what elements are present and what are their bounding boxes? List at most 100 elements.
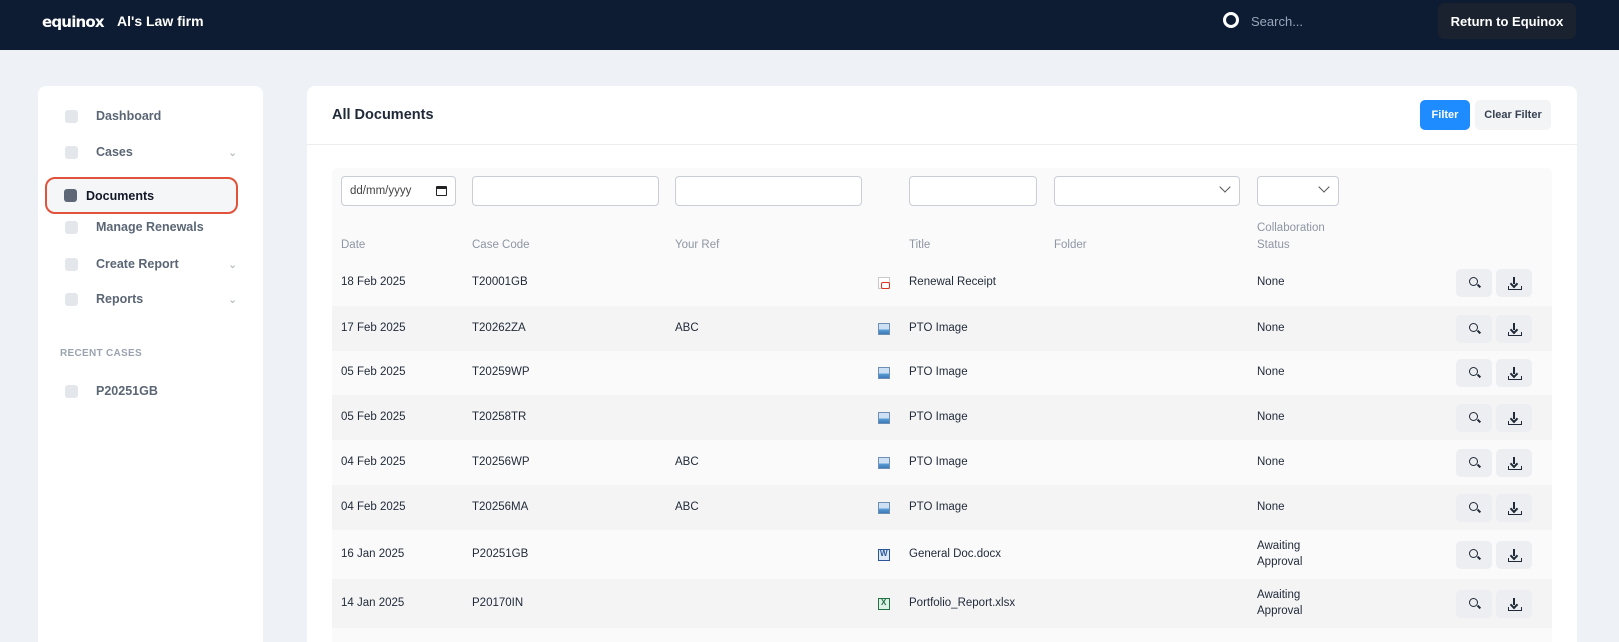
- view-button[interactable]: [1456, 494, 1492, 522]
- table-row[interactable]: 16 Jan 2025 P20251GB General Doc.docx Await…: [332, 530, 1552, 579]
- download-button[interactable]: [1496, 494, 1532, 522]
- magnifier-icon: [1469, 367, 1478, 376]
- date-placeholder: dd/mm/yyyy: [350, 185, 412, 197]
- case-file-icon: [65, 384, 78, 398]
- download-button[interactable]: [1496, 269, 1532, 297]
- status-cell: None: [1257, 501, 1285, 513]
- title-filter-input[interactable]: [909, 176, 1037, 206]
- image-file-icon: [878, 367, 890, 379]
- title-cell[interactable]: Renewal Receipt: [909, 276, 996, 288]
- column-header-title: Title: [909, 239, 931, 251]
- case-code-cell[interactable]: T20001GB: [472, 276, 528, 288]
- view-button[interactable]: [1456, 269, 1492, 297]
- column-header-folder: Folder: [1054, 239, 1087, 251]
- download-icon: [1508, 457, 1522, 470]
- your-ref-cell: ABC: [675, 456, 699, 468]
- table-row[interactable]: 04 Feb 2025 T20256MA ABC PTO Image None: [332, 485, 1552, 530]
- date-cell: 05 Feb 2025: [341, 411, 406, 423]
- title-cell[interactable]: PTO Image: [909, 366, 968, 378]
- chevron-down-icon[interactable]: ⌄: [228, 293, 238, 306]
- word-file-icon: [878, 549, 890, 561]
- date-filter-input[interactable]: dd/mm/yyyy: [341, 176, 456, 206]
- title-cell[interactable]: Portfolio_Report.xlsx: [909, 597, 1016, 609]
- sidebar-item-cases[interactable]: Cases ⌄: [46, 136, 238, 168]
- download-button[interactable]: [1496, 404, 1532, 432]
- cases-icon: [65, 145, 78, 159]
- return-to-equinox-button[interactable]: Return to Equinox: [1438, 3, 1576, 39]
- column-header-status: Status: [1257, 239, 1290, 251]
- case-code-cell[interactable]: T20256WP: [472, 456, 530, 468]
- magnifier-icon: [1469, 457, 1478, 466]
- download-button[interactable]: [1496, 315, 1532, 343]
- title-cell[interactable]: PTO Image: [909, 456, 968, 468]
- title-cell[interactable]: PTO Image: [909, 501, 968, 513]
- date-cell: 14 Jan 2025: [341, 597, 405, 609]
- table-row[interactable]: 04 Feb 2025 T20256WP ABC PTO Image None: [332, 440, 1552, 485]
- sidebar-item-documents[interactable]: Documents: [45, 177, 238, 214]
- download-button[interactable]: [1496, 449, 1532, 477]
- status-cell-line2: Approval: [1257, 556, 1303, 568]
- your-ref-cell: ABC: [675, 322, 699, 334]
- case-code-cell[interactable]: T20259WP: [472, 366, 530, 378]
- view-button[interactable]: [1456, 359, 1492, 387]
- your-ref-cell: ABC: [675, 501, 699, 513]
- title-cell[interactable]: PTO Image: [909, 322, 968, 334]
- table-row[interactable]: 17 Feb 2025 T20262ZA ABC PTO Image None: [332, 306, 1552, 351]
- excel-file-icon: [878, 598, 890, 610]
- table-row[interactable]: 05 Feb 2025 T20259WP PTO Image None: [332, 351, 1552, 395]
- case-code-filter-input[interactable]: [472, 176, 659, 206]
- table-row[interactable]: 14 Jan 2025 P20170IN Portfolio_Report.xlsx…: [332, 579, 1552, 628]
- column-header-case-code: Case Code: [472, 239, 530, 251]
- filter-button[interactable]: Filter: [1420, 100, 1470, 130]
- magnifier-icon: [1469, 412, 1478, 421]
- magnifier-icon: [1469, 277, 1478, 286]
- case-code-cell[interactable]: T20262ZA: [472, 322, 526, 334]
- chevron-down-icon[interactable]: ⌄: [228, 146, 238, 159]
- case-code-cell[interactable]: T20256MA: [472, 501, 529, 513]
- sidebar-item-label: Documents: [86, 188, 155, 203]
- view-button[interactable]: [1456, 315, 1492, 343]
- status-filter-select[interactable]: [1257, 176, 1339, 206]
- view-button[interactable]: [1456, 590, 1492, 618]
- view-button[interactable]: [1456, 541, 1492, 569]
- top-bar: equinox Al's Law firm Return to Equinox: [0, 0, 1619, 50]
- recent-case-item[interactable]: P20251GB: [46, 375, 236, 407]
- documents-table: dd/mm/yyyy Date Case Code Your Ref Title…: [332, 168, 1552, 642]
- magnifier-icon: [1469, 323, 1478, 332]
- documents-panel: All Documents Filter Clear Filter dd/mm/…: [307, 86, 1577, 642]
- sidebar-item-dashboard[interactable]: Dashboard: [46, 100, 236, 132]
- equinox-logo[interactable]: equinox: [42, 13, 105, 31]
- chevron-down-icon[interactable]: ⌄: [228, 258, 238, 271]
- chevron-down-icon: [1318, 181, 1330, 193]
- magnifier-icon: [1469, 549, 1478, 558]
- status-cell: Awaiting: [1257, 589, 1301, 601]
- download-button[interactable]: [1496, 541, 1532, 569]
- download-button[interactable]: [1496, 590, 1532, 618]
- folder-filter-select[interactable]: [1054, 176, 1240, 206]
- image-file-icon: [878, 412, 890, 424]
- title-cell[interactable]: PTO Image: [909, 411, 968, 423]
- case-code-cell[interactable]: T20258TR: [472, 411, 527, 423]
- date-cell: 04 Feb 2025: [341, 501, 406, 513]
- clear-filter-button[interactable]: Clear Filter: [1475, 100, 1551, 130]
- column-header-your-ref: Your Ref: [675, 239, 720, 251]
- title-cell[interactable]: General Doc.docx: [909, 548, 1002, 560]
- sidebar-item-reports[interactable]: Reports ⌄: [46, 283, 238, 315]
- case-code-cell[interactable]: P20251GB: [472, 548, 529, 560]
- download-button[interactable]: [1496, 359, 1532, 387]
- search-input[interactable]: [1251, 10, 1391, 32]
- case-code-cell[interactable]: P20170IN: [472, 597, 524, 609]
- calendar-icon[interactable]: [436, 186, 447, 196]
- table-row[interactable]: 05 Feb 2025 T20258TR PTO Image None: [332, 395, 1552, 440]
- recent-cases-heading: RECENT CASES: [60, 348, 142, 359]
- view-button[interactable]: [1456, 404, 1492, 432]
- view-button[interactable]: [1456, 449, 1492, 477]
- sidebar-item-manage-renewals[interactable]: Manage Renewals: [46, 211, 236, 243]
- sidebar-item-create-report[interactable]: Create Report ⌄: [46, 248, 238, 280]
- status-cell: None: [1257, 456, 1285, 468]
- image-file-icon: [878, 502, 890, 514]
- search-icon[interactable]: [1223, 12, 1239, 28]
- plus-icon: [65, 257, 78, 271]
- your-ref-filter-input[interactable]: [675, 176, 862, 206]
- table-row[interactable]: 18 Feb 2025 T20001GB Renewal Receipt None: [332, 260, 1552, 306]
